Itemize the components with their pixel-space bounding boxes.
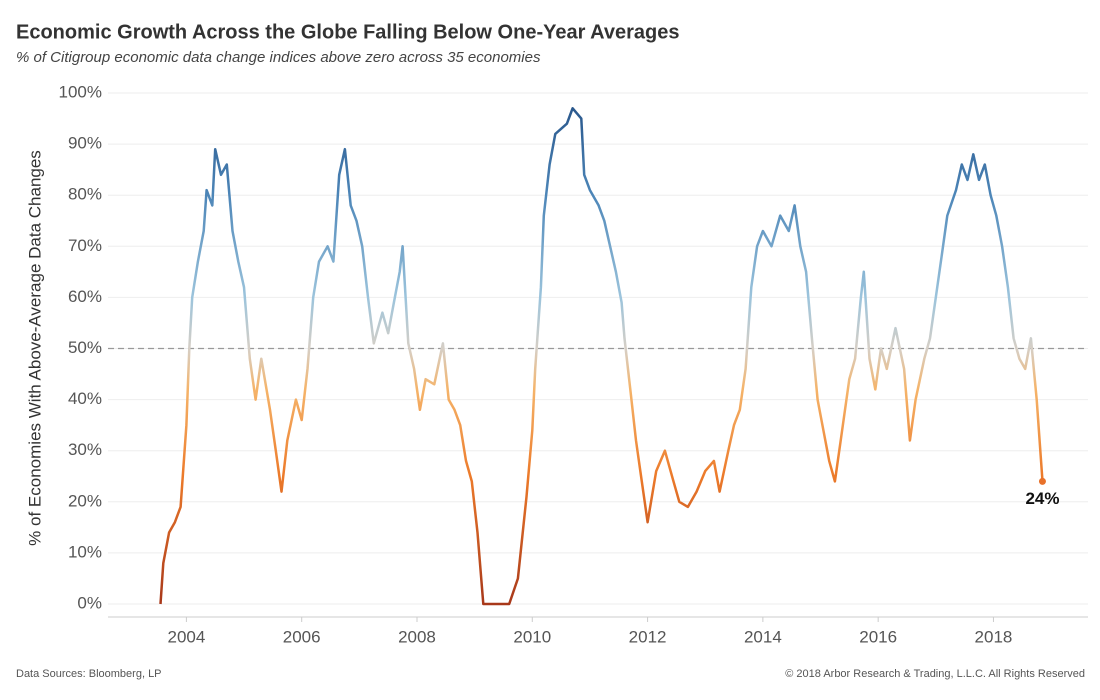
y-tick-label: 60% <box>68 287 102 306</box>
y-tick-label: 100% <box>59 82 102 101</box>
y-tick-label: 40% <box>68 389 102 408</box>
y-tick-label: 90% <box>68 134 102 153</box>
x-tick-label: 2012 <box>629 627 667 646</box>
x-tick-label: 2006 <box>283 627 321 646</box>
x-tick-label: 2018 <box>975 627 1013 646</box>
x-tick-label: 2008 <box>398 627 436 646</box>
x-tick-label: 2004 <box>167 627 205 646</box>
chart-title: Economic Growth Across the Globe Falling… <box>16 21 680 43</box>
annotation-label: 24% <box>1025 489 1059 508</box>
y-axis-title: % of Economies With Above-Average Data C… <box>25 150 44 546</box>
end-point <box>1038 477 1046 485</box>
y-tick-label: 70% <box>68 236 102 255</box>
y-tick-label: 0% <box>77 593 102 612</box>
y-tick-label: 20% <box>68 491 102 510</box>
copyright-note: © 2018 Arbor Research & Trading, L.L.C. … <box>785 668 1085 680</box>
x-tick-label: 2010 <box>513 627 551 646</box>
y-tick-label: 10% <box>68 542 102 561</box>
y-tick-label: 80% <box>68 185 102 204</box>
chart-subtitle: % of Citigroup economic data change indi… <box>16 49 541 66</box>
x-tick-label: 2016 <box>859 627 897 646</box>
y-tick-label: 30% <box>68 440 102 459</box>
x-tick-label: 2014 <box>744 627 782 646</box>
source-note: Data Sources: Bloomberg, LP <box>16 668 162 680</box>
y-tick-label: 50% <box>68 338 102 357</box>
data-line <box>159 107 1044 606</box>
